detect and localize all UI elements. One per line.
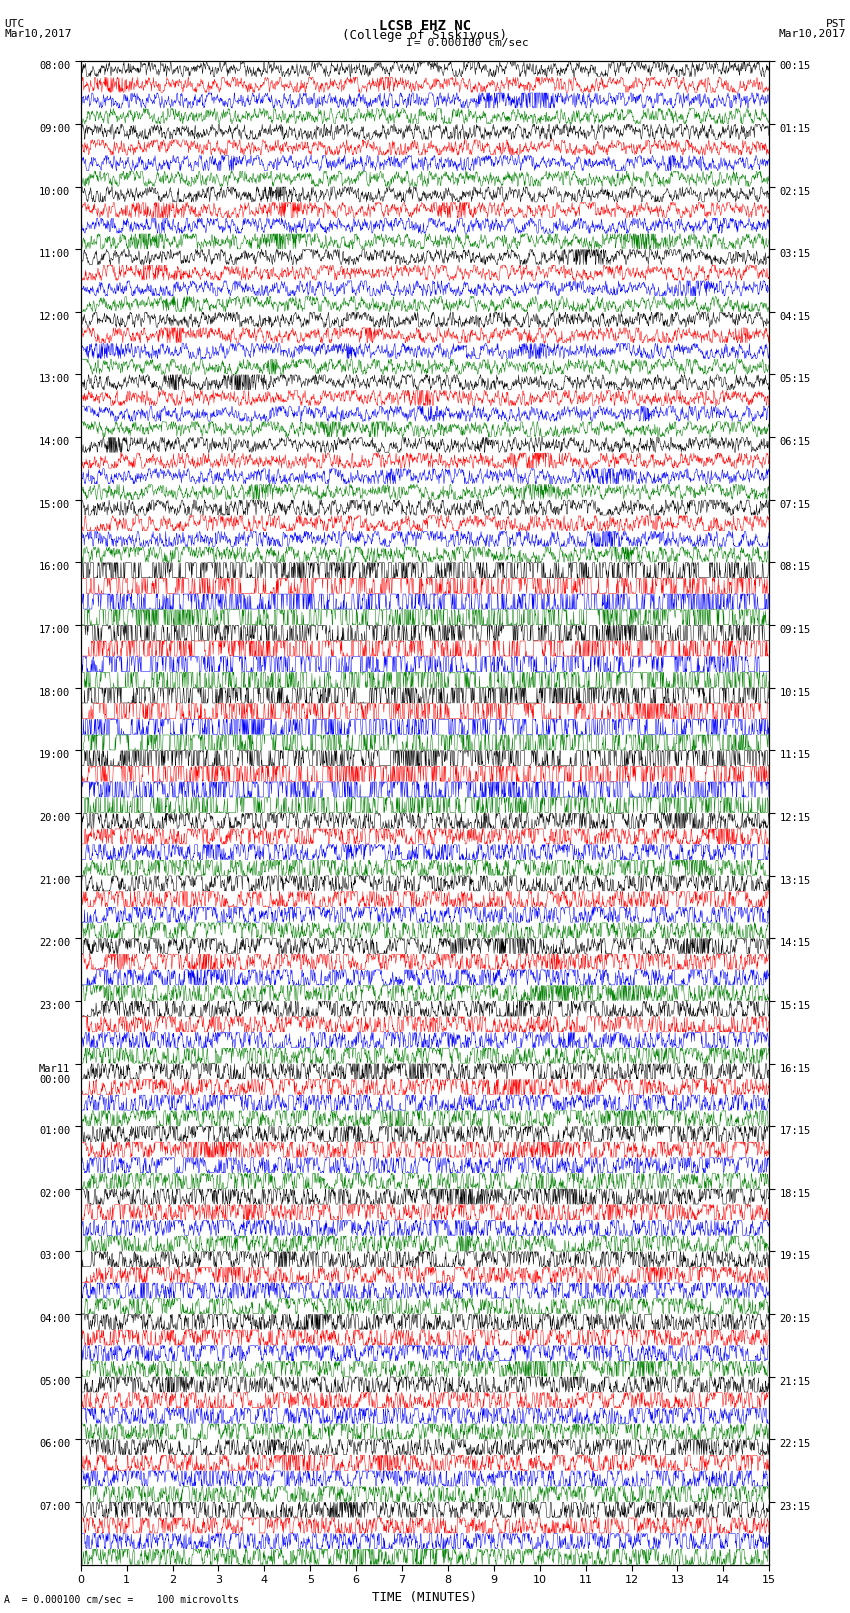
Text: LCSB EHZ NC: LCSB EHZ NC — [379, 18, 471, 32]
X-axis label: TIME (MINUTES): TIME (MINUTES) — [372, 1590, 478, 1603]
Text: PST: PST — [825, 18, 846, 29]
Text: I: I — [405, 39, 412, 48]
Text: (College of Siskiyous): (College of Siskiyous) — [343, 29, 507, 42]
Text: = 0.000100 cm/sec: = 0.000100 cm/sec — [414, 39, 529, 48]
Text: A  = 0.000100 cm/sec =    100 microvolts: A = 0.000100 cm/sec = 100 microvolts — [4, 1595, 239, 1605]
Text: Mar10,2017: Mar10,2017 — [779, 29, 846, 39]
Text: UTC: UTC — [4, 18, 25, 29]
Text: Mar10,2017: Mar10,2017 — [4, 29, 71, 39]
